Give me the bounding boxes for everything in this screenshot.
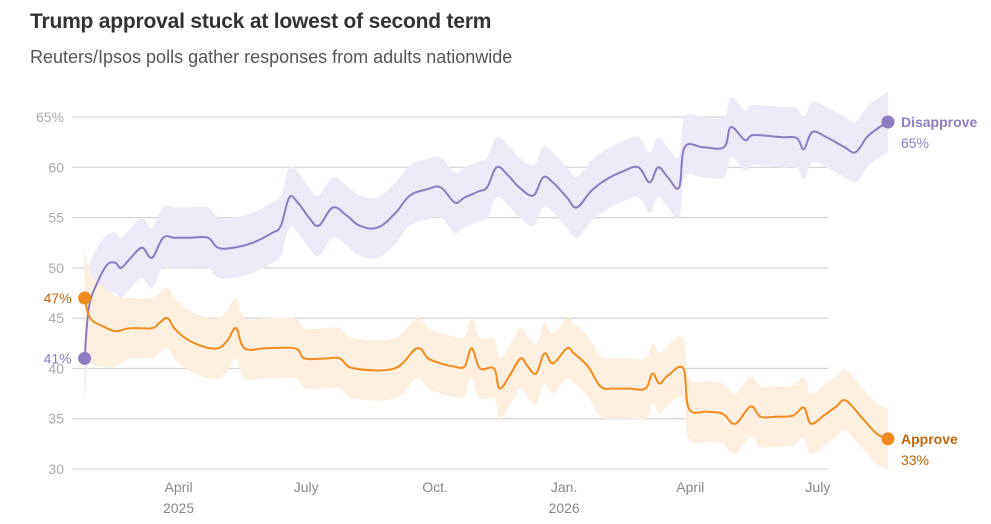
disapprove-end-label: 65% xyxy=(901,135,929,151)
approve-start-label: 47% xyxy=(44,290,72,306)
disapprove-line xyxy=(83,121,889,360)
x-tick-label: Oct. xyxy=(422,479,448,495)
y-tick-label: 55 xyxy=(48,210,64,226)
x-tick-label: April xyxy=(165,479,193,495)
y-tick-label: 35 xyxy=(48,411,64,427)
approve-series-name: Approve xyxy=(901,431,958,447)
disapprove-start-point xyxy=(78,351,92,365)
x-tick-label: Jan. xyxy=(551,479,577,495)
x-tick-year: 2025 xyxy=(163,500,194,516)
approve-confidence-band xyxy=(84,247,889,469)
chart-title: Trump approval stuck at lowest of second… xyxy=(30,10,492,33)
y-tick-label: 45 xyxy=(48,310,64,326)
y-tick-label: 65% xyxy=(36,109,64,125)
y-axis-labels: 65% 60 55 50 45 40 35 30 xyxy=(36,109,64,477)
x-tick-label: April xyxy=(676,479,704,495)
x-axis-labels: April 2025 July Oct. Jan. 2026 April July xyxy=(163,479,830,516)
x-tick-label: July xyxy=(805,479,830,495)
disapprove-end-point xyxy=(881,115,895,129)
x-tick-year: 2026 xyxy=(549,500,580,516)
disapprove-start-label: 41% xyxy=(44,350,72,366)
x-tick-label: July xyxy=(294,479,319,495)
series-markers: 41% Disapprove 65% 47% Approve 33% xyxy=(44,114,978,468)
y-tick-label: 50 xyxy=(48,260,64,276)
y-tick-label: 40 xyxy=(48,360,64,376)
approve-line xyxy=(83,297,889,440)
disapprove-series-name: Disapprove xyxy=(901,114,977,130)
approve-end-point xyxy=(881,432,895,446)
disapprove-confidence-band xyxy=(84,91,889,404)
y-tick-label: 30 xyxy=(48,461,64,477)
chart-subtitle: Reuters/Ipsos polls gather responses fro… xyxy=(30,47,513,67)
y-tick-label: 60 xyxy=(48,159,64,175)
approve-end-label: 33% xyxy=(901,452,929,468)
confidence-bands xyxy=(84,91,889,469)
approve-start-point xyxy=(78,291,92,305)
series-lines xyxy=(83,121,889,440)
